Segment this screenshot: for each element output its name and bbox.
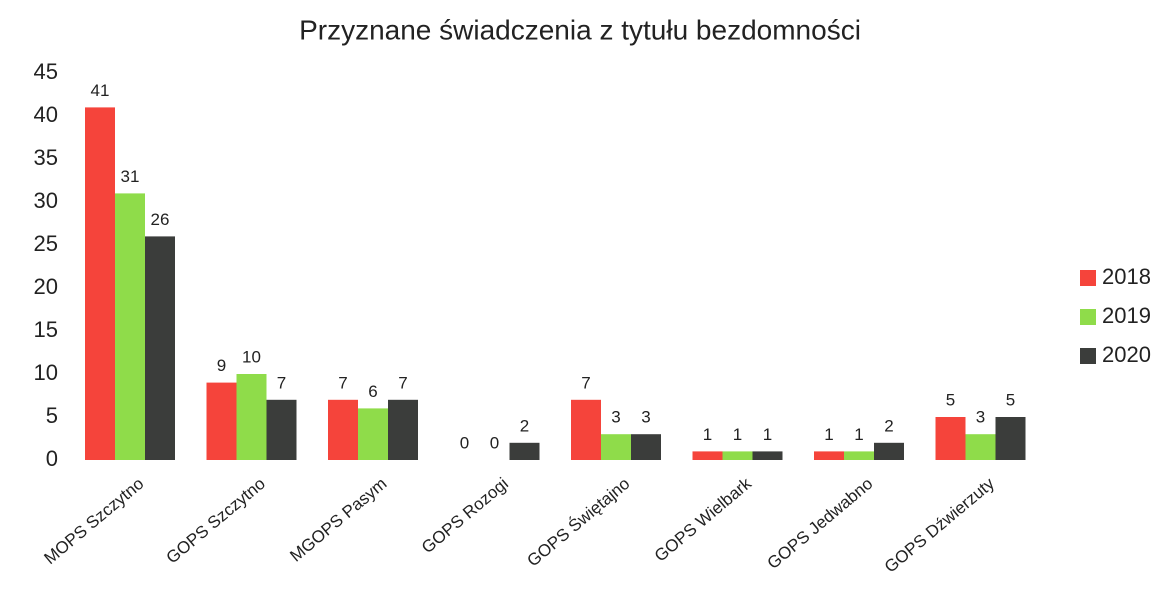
x-tick-label: GOPS Wielbark [651,474,755,566]
bar [722,451,753,460]
y-tick-label: 45 [34,59,58,84]
bar [266,399,297,460]
x-tick-label: GOPS Świętajno [524,474,634,571]
data-label: 7 [581,373,590,392]
y-tick-label: 15 [34,317,58,342]
data-label: 7 [398,373,407,392]
legend-swatch [1080,309,1096,325]
legend-label: 2019 [1102,303,1151,328]
legend-swatch [1080,348,1096,364]
bar [328,399,358,460]
data-label: 5 [1006,390,1015,409]
data-label: 1 [703,425,712,444]
bar [995,417,1026,460]
y-tick-label: 40 [34,102,58,127]
x-tick-label: MGOPS Pasym [286,474,390,566]
y-tick-label: 5 [46,403,58,428]
y-tick-label: 10 [34,360,58,385]
bar [601,434,631,460]
data-label: 26 [151,210,170,229]
bar [85,107,115,461]
y-tick-label: 25 [34,231,58,256]
data-label: 1 [854,425,863,444]
data-label: 41 [91,81,110,100]
bar [844,451,874,460]
x-tick-label: GOPS Rozogi [418,474,512,557]
data-label: 3 [611,408,620,427]
data-label: 6 [368,382,377,401]
bar [965,434,996,460]
y-tick-label: 30 [34,188,58,213]
bar [115,193,145,460]
bar [145,236,175,460]
data-label: 1 [824,425,833,444]
bar [752,451,783,460]
bar [206,382,237,460]
legend-label: 2018 [1102,264,1151,289]
chart-title: Przyznane świadczenia z tytułu bezdomnoś… [299,14,861,45]
data-label: 3 [641,408,650,427]
data-label: 31 [121,167,140,186]
bar [388,399,418,460]
y-tick-label: 0 [46,446,58,471]
y-tick-label: 20 [34,274,58,299]
x-tick-label: MOPS Szczytno [40,474,147,568]
data-label: 0 [460,433,469,452]
legend-label: 2020 [1102,342,1151,367]
data-label: 3 [976,408,985,427]
data-label: 1 [733,425,742,444]
data-label: 10 [242,347,261,366]
bar [874,442,904,460]
y-tick-label: 35 [34,145,58,170]
data-label: 2 [884,416,893,435]
x-tick-label: GOPS Dźwierzuty [881,474,999,577]
data-label: 0 [490,433,499,452]
data-label: 5 [946,390,955,409]
bar [571,399,601,460]
x-tick-label: GOPS Szczytno [163,474,269,568]
legend-swatch [1080,270,1096,286]
bar [814,451,844,460]
bar [236,374,267,460]
bar [692,451,723,460]
data-label: 7 [277,373,286,392]
bar [631,434,661,460]
data-label: 1 [763,425,772,444]
bar [358,408,388,460]
data-label: 2 [520,416,529,435]
data-label: 9 [217,356,226,375]
bar [935,417,966,460]
x-tick-label: GOPS Jedwabno [764,474,877,573]
bar [509,442,540,460]
data-label: 7 [338,373,347,392]
